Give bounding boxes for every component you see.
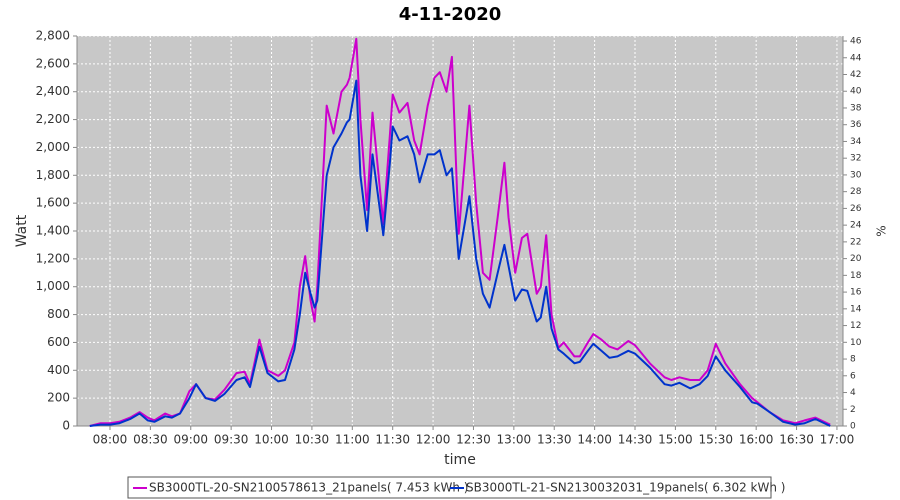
x-tick-label: 15:30 [698,433,733,447]
y2-tick-label: 30 [850,170,862,180]
y2-tick-label: 0 [850,422,856,432]
y2-tick-label: 40 [850,87,862,97]
y-tick-label: 1,000 [36,279,70,293]
y-tick-label: 1,800 [36,168,70,182]
y-tick-label: 400 [47,363,70,377]
x-tick-label: 13:30 [537,433,572,447]
y2-tick-label: 32 [850,154,861,164]
y2-tick-label: 14 [850,304,862,314]
y-tick-label: 2,200 [36,112,70,126]
y2-tick-label: 38 [850,103,862,113]
y-tick-label: 600 [47,335,70,349]
chart-title: 4-11-2020 [399,4,502,25]
y-tick-label: 1,600 [36,196,70,210]
x-tick-label: 16:30 [779,433,814,447]
y-tick-label: 2,000 [36,140,70,154]
y2-tick-label: 36 [850,120,862,130]
y2-axis-label: % [875,225,889,236]
y-tick-label: 0 [62,419,70,433]
x-tick-label: 10:00 [254,433,289,447]
y2-tick-label: 2 [850,405,856,415]
y-tick-label: 2,600 [36,56,70,70]
y2-tick-label: 4 [850,388,856,398]
y2-tick-label: 12 [850,321,861,331]
x-tick-label: 15:00 [658,433,693,447]
x-tick-label: 17:00 [820,433,855,447]
series-line [89,79,831,427]
x-tick-label: 10:30 [295,433,330,447]
x-tick-label: 08:00 [93,433,128,447]
y-tick-label: 200 [47,391,70,405]
x-tick-label: 09:00 [173,433,208,447]
y2-tick-label: 44 [850,53,862,63]
legend [127,476,772,499]
y-tick-label: 1,200 [36,251,70,265]
y-tick-label: 1,400 [36,224,70,238]
x-tick-label: 11:30 [375,433,410,447]
x-tick-label: 12:30 [456,433,491,447]
x-tick-label: 08:30 [133,433,168,447]
x-tick-label: 16:00 [739,433,774,447]
x-tick-label: 14:30 [618,433,653,447]
legend-label: SB3000TL-21-SN2130032031_19panels( 6.302… [466,481,785,495]
legend-label: SB3000TL-20-SN2100578613_21panels( 7.453… [149,481,468,495]
y2-tick-label: 16 [850,288,862,298]
y2-tick-label: 22 [850,237,861,247]
x-axis-label: time [444,452,476,468]
x-tick-label: 14:00 [577,433,612,447]
y2-tick-label: 42 [850,70,861,80]
x-tick-label: 12:00 [416,433,451,447]
y2-tick-label: 26 [850,204,862,214]
y2-tick-label: 20 [850,254,862,264]
y2-tick-label: 24 [850,221,862,231]
y2-tick-label: 10 [850,338,862,348]
y-tick-label: 800 [47,307,70,321]
y2-tick-label: 18 [850,271,862,281]
y-tick-label: 2,400 [36,84,70,98]
y2-tick-label: 28 [850,187,862,197]
y-tick-label: 2,800 [36,29,70,43]
x-tick-label: 11:00 [335,433,370,447]
x-tick-label: 09:30 [214,433,249,447]
y2-tick-label: 34 [850,137,862,147]
y-axis-label: Watt [14,214,30,247]
y2-tick-label: 46 [850,37,862,47]
y2-tick-label: 6 [850,371,856,381]
x-tick-label: 13:00 [497,433,532,447]
y2-tick-label: 8 [850,355,856,365]
series-line [89,37,831,427]
